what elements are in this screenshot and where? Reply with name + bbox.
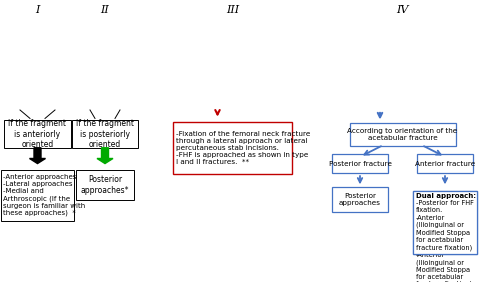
Text: II: II bbox=[100, 5, 110, 15]
Polygon shape bbox=[30, 148, 46, 164]
FancyBboxPatch shape bbox=[76, 170, 134, 200]
Text: Dual approach:: Dual approach: bbox=[416, 235, 472, 241]
Text: IV: IV bbox=[396, 5, 408, 15]
FancyBboxPatch shape bbox=[1, 170, 74, 221]
FancyBboxPatch shape bbox=[350, 123, 456, 146]
Text: Posterior
approaches*: Posterior approaches* bbox=[81, 175, 129, 195]
Text: Anterior fracture: Anterior fracture bbox=[415, 160, 475, 167]
Text: -Anterior approaches
-Lateral approaches
-Medial and
Arthroscopic (If the
surgeo: -Anterior approaches -Lateral approaches… bbox=[4, 174, 86, 216]
Text: -Posterior for FHF
fixation.
-Anterior
(Ilioinguinal or
Modified Stoppa
for acet: -Posterior for FHF fixation. -Anterior (… bbox=[416, 200, 474, 251]
Text: If the fragment
is anteriorly
oriented: If the fragment is anteriorly oriented bbox=[8, 119, 66, 149]
FancyBboxPatch shape bbox=[174, 122, 292, 174]
Text: Dual approach:: Dual approach: bbox=[416, 193, 476, 199]
Text: III: III bbox=[226, 5, 239, 15]
FancyBboxPatch shape bbox=[4, 120, 70, 148]
Text: According to orientation of the
acetabular fracture: According to orientation of the acetabul… bbox=[348, 128, 458, 141]
FancyBboxPatch shape bbox=[332, 187, 388, 212]
FancyBboxPatch shape bbox=[72, 120, 138, 148]
Polygon shape bbox=[97, 148, 113, 164]
Text: If the fragment
is posteriorly
oriented: If the fragment is posteriorly oriented bbox=[76, 119, 134, 149]
Text: Posterior
approaches: Posterior approaches bbox=[339, 193, 381, 206]
Text: -Posterior for FHF
fixation.
-Anterior
(Ilioinguinal or
Modified Stoppa
for acet: -Posterior for FHF fixation. -Anterior (… bbox=[416, 238, 474, 282]
FancyBboxPatch shape bbox=[417, 154, 473, 173]
FancyBboxPatch shape bbox=[413, 191, 477, 254]
Text: Posterior fracture: Posterior fracture bbox=[328, 160, 392, 167]
Text: I: I bbox=[36, 5, 40, 15]
FancyBboxPatch shape bbox=[332, 154, 388, 173]
Text: -Fixation of the femoral neck fracture
through a lateral approach or lateral
per: -Fixation of the femoral neck fracture t… bbox=[176, 131, 311, 165]
FancyBboxPatch shape bbox=[413, 191, 477, 254]
